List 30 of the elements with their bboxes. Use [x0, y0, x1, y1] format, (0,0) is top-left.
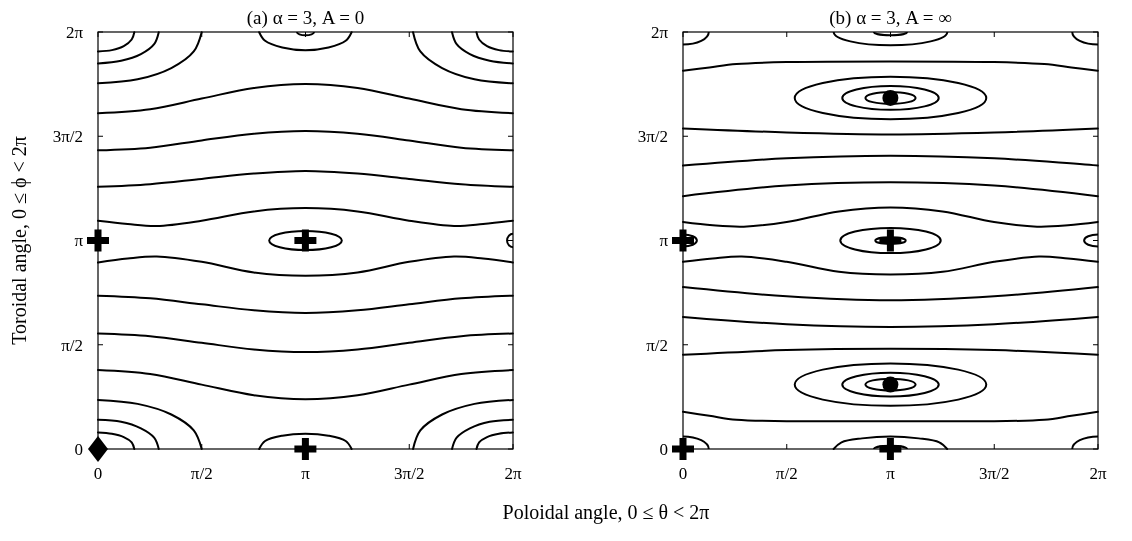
y-axis-title: Toroidal angle, 0 ≤ ϕ < 2π [8, 136, 31, 345]
x-tick-label: 2π [1089, 464, 1107, 483]
y-tick-label: π/2 [646, 335, 668, 355]
x-tick-label: π/2 [190, 464, 213, 483]
point [672, 438, 694, 460]
point [882, 89, 899, 106]
chart-title: (a) α = 3, A = 0 [246, 7, 365, 29]
x-axis-title: Poloidal angle, 0 ≤ θ < 2π [502, 501, 710, 524]
x-tick-label: 3π/2 [979, 464, 1010, 483]
x-tick-label: π [886, 464, 896, 483]
x-tick-label: π [301, 464, 311, 483]
x-tick-label: 0 [93, 464, 103, 483]
x-tick-label: 3π/2 [394, 464, 425, 483]
x-tick-label: π/2 [775, 464, 798, 483]
point [879, 438, 902, 460]
y-tick-label: 0 [74, 439, 83, 459]
y-tick-label: 2π [650, 22, 669, 42]
x-tick-label: 2π [504, 464, 522, 483]
y-tick-label: π [74, 231, 84, 251]
y-tick-label: π [659, 231, 669, 251]
y-tick-label: π/2 [61, 335, 83, 355]
point [672, 229, 694, 252]
point [879, 229, 902, 252]
y-tick-label: 2π [65, 22, 84, 42]
chart-title: (b) α = 3, A = ∞ [829, 7, 952, 29]
x-tick-label: 0 [678, 464, 688, 483]
point [882, 376, 899, 393]
y-tick-label: 0 [659, 439, 668, 459]
y-tick-label: 3π/2 [637, 127, 668, 147]
y-tick-label: 3π/2 [52, 127, 83, 147]
